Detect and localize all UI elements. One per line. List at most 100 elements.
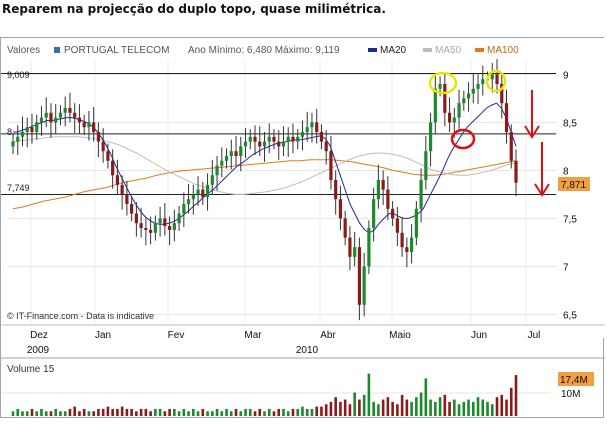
volume-bar <box>225 408 228 416</box>
volume-bar <box>310 408 314 416</box>
volume-bar <box>443 394 447 416</box>
volume-bar <box>248 408 252 416</box>
candle-body <box>258 141 262 147</box>
volume-bar <box>97 408 100 416</box>
x-tick-label: Dez <box>30 330 48 341</box>
volume-bar <box>400 394 404 416</box>
volume-bar <box>410 401 413 416</box>
volume-bar <box>282 408 285 416</box>
candle-body <box>58 112 63 118</box>
candle-body <box>158 218 162 224</box>
volume-bar <box>429 399 432 416</box>
candle-body <box>87 122 91 128</box>
candle-body <box>367 228 371 267</box>
candle-body <box>153 223 157 233</box>
volume-bar <box>54 408 58 416</box>
volume-bar <box>21 411 24 416</box>
volume-bar <box>35 411 39 416</box>
volume-bar <box>206 411 209 416</box>
candle-body <box>82 122 86 128</box>
candle-body <box>495 74 499 84</box>
level-label-top: 9,009 <box>7 70 30 80</box>
chart-legend: Valores PORTUGAL TELECOM Ano Mínimo: 6,4… <box>7 45 519 56</box>
candle-body <box>30 127 34 132</box>
x-tick-label: Jan <box>95 330 111 341</box>
volume-bar <box>339 401 342 416</box>
candle-body <box>428 122 433 152</box>
candle-body <box>20 132 25 137</box>
volume-bar <box>82 408 86 416</box>
candle-body <box>462 98 466 104</box>
candle-body <box>319 132 324 142</box>
x-tick-label: Fev <box>168 330 185 341</box>
volume-bar <box>405 399 409 416</box>
volume-bar <box>239 411 243 416</box>
volume-bar <box>453 399 456 416</box>
candle-body <box>410 237 414 252</box>
volume-bar <box>49 411 53 416</box>
volume-bar <box>229 411 233 416</box>
volume-bar <box>63 411 67 416</box>
candle-body <box>163 218 167 227</box>
volume-bar <box>348 404 352 416</box>
volume-bar <box>177 411 181 416</box>
volume-bar <box>296 408 300 416</box>
candle-body <box>277 141 281 147</box>
candle-body <box>310 122 314 128</box>
ma100-line <box>12 159 517 210</box>
volume-bar <box>201 408 205 416</box>
candle-body <box>54 117 58 123</box>
candle-body <box>509 132 513 161</box>
candle-body <box>357 247 362 305</box>
candle-body <box>177 213 181 224</box>
annotation-circle-neckline <box>450 128 476 150</box>
candle-body <box>63 108 67 113</box>
candle-body <box>500 84 504 104</box>
volume-bar <box>92 411 95 416</box>
candle-body <box>262 141 267 147</box>
volume-bar <box>358 399 361 416</box>
candle-body <box>125 194 129 204</box>
volume-bar <box>168 408 171 416</box>
y-tick-label: 8,5 <box>563 118 577 129</box>
candle-body <box>120 184 124 195</box>
volume-bar <box>476 397 480 416</box>
volume-bar <box>391 401 394 416</box>
volume-bar <box>367 373 371 416</box>
volume-bar <box>182 408 186 416</box>
candle-body <box>348 237 352 257</box>
volume-bar <box>87 411 91 416</box>
candle-body <box>466 93 471 99</box>
y-tick-label: 9 <box>563 70 569 81</box>
candle-body <box>239 146 243 156</box>
volume-bar <box>481 399 485 416</box>
volume-bar <box>514 375 518 416</box>
annotation-circle-top1 <box>428 71 458 95</box>
candle-body <box>395 218 399 233</box>
volume-bar <box>277 408 281 416</box>
chart-frame: Valores PORTUGAL TELECOM Ano Mínimo: 6,4… <box>0 37 605 418</box>
volume-bar <box>149 411 152 416</box>
volume-bar <box>196 411 200 416</box>
candle-body <box>68 108 72 113</box>
candle-body <box>25 127 29 132</box>
candle-body <box>338 199 343 219</box>
volume-bar <box>163 411 167 416</box>
volume-bar <box>40 408 43 416</box>
candle-body <box>286 136 290 142</box>
volume-bar <box>509 387 513 416</box>
volume-bar <box>343 399 347 416</box>
volume-bar <box>253 411 257 416</box>
x-tick-label: Mar <box>244 330 262 341</box>
volume-bar <box>448 401 451 416</box>
candle-body <box>196 189 200 195</box>
candle-body <box>476 84 480 89</box>
candle-body <box>272 136 276 142</box>
volume-bar <box>457 404 461 416</box>
legend-ma50-swatch <box>423 48 432 52</box>
volume-bar <box>462 401 466 416</box>
page-caption: Reparem na projecção do duplo topo, quas… <box>2 2 386 16</box>
candle-body <box>457 103 461 118</box>
candle-body <box>149 229 153 233</box>
volume-bar <box>144 408 148 416</box>
